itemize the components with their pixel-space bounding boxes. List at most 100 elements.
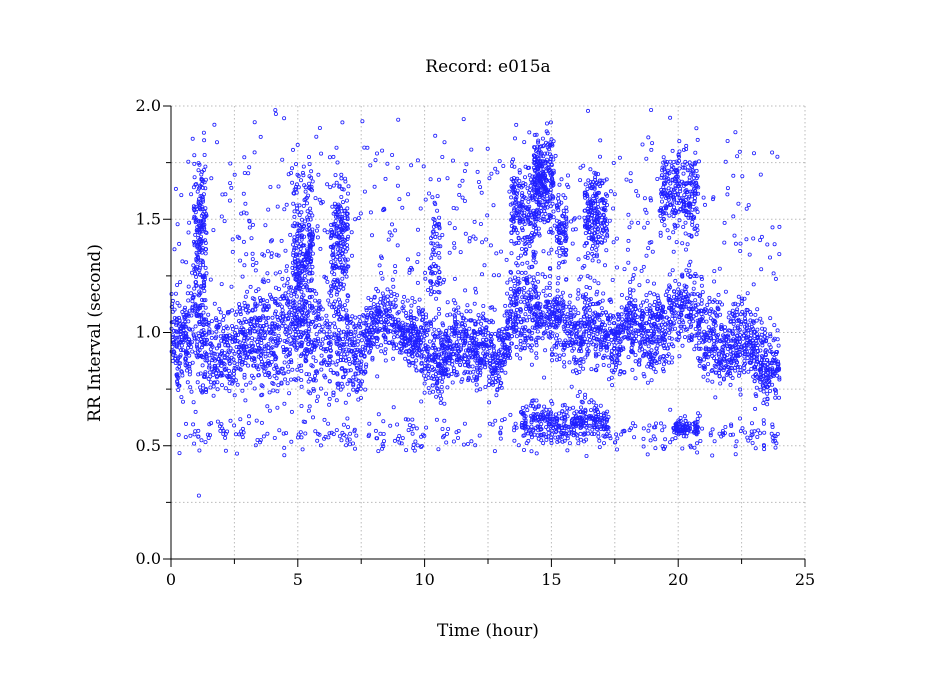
data-point — [591, 324, 596, 329]
data-point — [332, 313, 337, 318]
data-point — [628, 301, 633, 306]
data-point — [628, 294, 633, 299]
data-point — [311, 388, 316, 393]
data-point — [260, 314, 265, 319]
data-point — [438, 393, 443, 398]
data-point — [299, 210, 304, 215]
data-point — [209, 319, 214, 324]
data-point — [673, 278, 678, 283]
data-point — [731, 302, 736, 307]
data-point — [187, 327, 192, 332]
data-point — [415, 353, 420, 358]
data-point — [414, 358, 419, 363]
data-point — [187, 364, 192, 369]
data-point — [246, 344, 251, 349]
data-point — [250, 307, 255, 312]
data-point — [619, 292, 624, 297]
data-point — [681, 320, 686, 325]
data-point — [507, 303, 512, 308]
data-point — [428, 285, 433, 290]
data-point — [426, 375, 431, 380]
data-point — [254, 289, 259, 294]
data-point — [178, 280, 183, 285]
data-point — [217, 306, 222, 311]
data-point — [308, 267, 313, 272]
data-point — [530, 325, 535, 330]
data-point — [203, 358, 208, 363]
data-point — [180, 373, 185, 378]
data-point — [207, 360, 212, 365]
data-point — [408, 313, 413, 318]
data-point — [298, 246, 303, 251]
data-point — [172, 315, 177, 320]
data-point — [182, 305, 187, 310]
data-point — [176, 387, 181, 392]
data-point — [535, 271, 540, 276]
data-point — [774, 350, 779, 355]
data-point — [633, 306, 638, 311]
data-point — [434, 296, 439, 301]
data-point — [327, 402, 332, 407]
data-point — [379, 343, 384, 348]
data-point — [593, 347, 598, 352]
data-point — [495, 370, 500, 375]
data-point — [221, 317, 226, 322]
data-point — [286, 290, 291, 295]
data-point — [509, 309, 514, 314]
data-point — [487, 378, 492, 383]
data-point — [201, 310, 206, 315]
data-point — [746, 346, 751, 351]
data-point — [218, 310, 223, 315]
data-point — [737, 373, 742, 378]
data-point — [484, 318, 489, 323]
data-point — [521, 290, 526, 295]
data-point — [356, 334, 361, 339]
data-point — [175, 335, 180, 340]
data-point — [433, 352, 438, 357]
data-point — [434, 385, 439, 390]
data-point — [352, 361, 357, 366]
data-point — [180, 399, 185, 404]
data-point — [541, 289, 546, 294]
data-point — [533, 260, 538, 265]
data-point — [742, 354, 747, 359]
data-point — [330, 360, 335, 365]
data-point — [331, 154, 336, 159]
data-point — [697, 340, 702, 345]
data-point — [580, 294, 585, 299]
data-point — [518, 338, 523, 343]
data-point — [554, 357, 559, 362]
data-point — [203, 265, 208, 270]
data-point — [179, 343, 184, 348]
data-point — [317, 323, 322, 328]
data-point — [573, 307, 578, 312]
data-point — [322, 358, 327, 363]
data-point — [289, 293, 294, 298]
data-point — [422, 321, 427, 326]
data-point — [334, 362, 339, 367]
data-point — [753, 406, 758, 411]
data-point — [755, 307, 760, 312]
data-point — [210, 355, 215, 360]
data-point — [470, 364, 475, 369]
data-point — [504, 311, 509, 316]
data-point — [736, 294, 741, 299]
data-point — [351, 387, 356, 392]
data-point — [209, 335, 214, 340]
data-point — [693, 326, 698, 331]
data-point — [648, 359, 653, 364]
data-point — [500, 363, 505, 368]
data-point — [419, 368, 424, 373]
data-point — [210, 330, 215, 335]
data-point — [502, 313, 507, 318]
data-point — [665, 289, 670, 294]
data-point — [431, 317, 436, 322]
data-point — [230, 323, 235, 328]
data-point — [440, 379, 445, 384]
data-point — [666, 327, 671, 332]
data-point — [237, 302, 242, 307]
data-point — [326, 298, 331, 303]
data-point — [431, 389, 436, 394]
data-point — [289, 313, 294, 318]
data-point — [243, 361, 248, 366]
